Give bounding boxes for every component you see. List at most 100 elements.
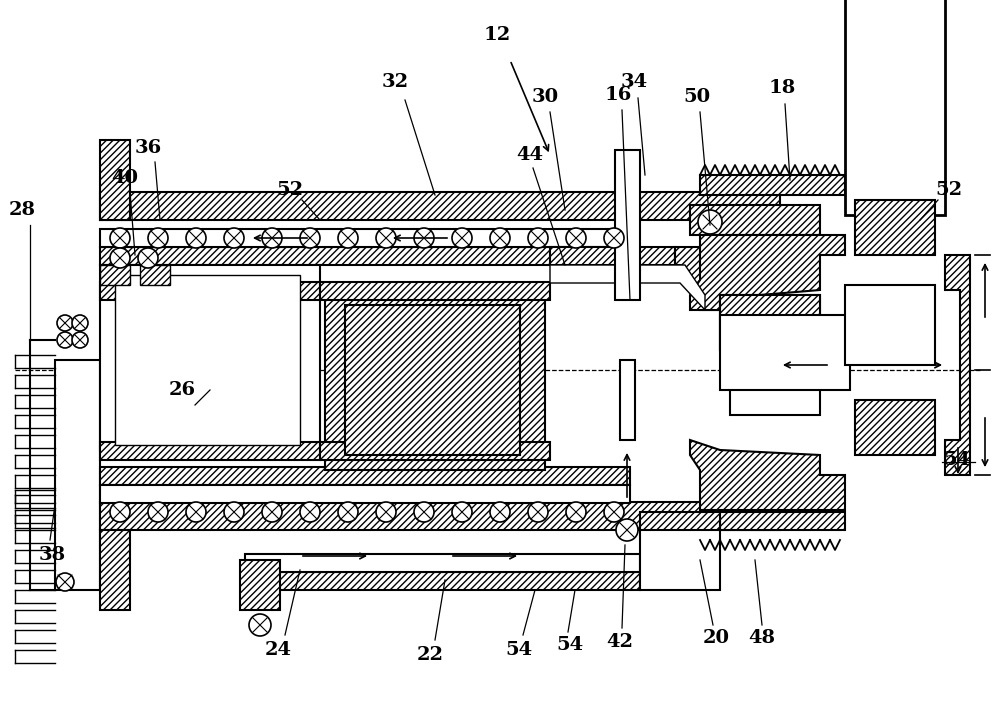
Circle shape	[414, 228, 434, 248]
Bar	[100, 265, 320, 450]
Bar	[100, 467, 630, 485]
Text: 36: 36	[134, 139, 162, 157]
Bar	[245, 572, 640, 590]
Circle shape	[57, 332, 73, 348]
Circle shape	[186, 502, 206, 522]
Circle shape	[452, 502, 472, 522]
Text: 18: 18	[768, 79, 796, 97]
Circle shape	[604, 502, 624, 522]
Circle shape	[72, 332, 88, 348]
Text: 54: 54	[943, 451, 971, 469]
Text: 40: 40	[112, 169, 138, 187]
Bar	[100, 502, 780, 530]
Circle shape	[338, 502, 358, 522]
Text: 38: 38	[38, 546, 66, 564]
Bar	[100, 485, 630, 503]
Circle shape	[528, 502, 548, 522]
Circle shape	[604, 228, 624, 248]
Circle shape	[300, 228, 320, 248]
Circle shape	[148, 502, 168, 522]
Text: 32: 32	[381, 73, 409, 91]
Bar	[620, 360, 635, 440]
Bar	[240, 560, 280, 610]
Bar	[115, 275, 300, 445]
Circle shape	[490, 502, 510, 522]
Bar	[100, 247, 630, 265]
Text: 44: 44	[516, 146, 544, 164]
Circle shape	[414, 502, 434, 522]
Polygon shape	[690, 440, 845, 510]
Text: 20: 20	[702, 629, 730, 647]
Bar	[100, 530, 130, 610]
Bar	[345, 305, 520, 455]
Circle shape	[148, 228, 168, 248]
Circle shape	[110, 228, 130, 248]
Bar	[690, 205, 820, 235]
Text: 34: 34	[620, 73, 648, 91]
Circle shape	[528, 228, 548, 248]
Text: 28: 28	[8, 201, 36, 219]
Text: 26: 26	[168, 381, 196, 399]
Bar	[55, 360, 100, 590]
Circle shape	[56, 573, 74, 591]
Text: 12: 12	[483, 26, 511, 44]
Circle shape	[490, 228, 510, 248]
Bar	[700, 175, 845, 195]
Bar	[700, 512, 845, 530]
Circle shape	[138, 248, 158, 268]
Circle shape	[566, 502, 586, 522]
Circle shape	[186, 228, 206, 248]
Bar	[730, 375, 820, 415]
Bar	[325, 285, 545, 470]
Polygon shape	[690, 235, 845, 310]
Circle shape	[110, 502, 130, 522]
Bar	[720, 315, 850, 390]
Bar	[320, 282, 550, 300]
Bar	[550, 247, 675, 265]
Bar	[640, 512, 720, 530]
Text: 48: 48	[748, 629, 776, 647]
Bar	[720, 295, 820, 350]
Text: 16: 16	[604, 86, 632, 104]
Circle shape	[300, 502, 320, 522]
Bar	[320, 442, 550, 460]
Bar	[845, 0, 945, 215]
Text: 52: 52	[276, 181, 304, 199]
Circle shape	[452, 228, 472, 248]
Bar	[100, 192, 780, 220]
Circle shape	[57, 315, 73, 331]
Text: 54: 54	[556, 636, 584, 654]
Bar	[845, 285, 935, 365]
Bar	[100, 229, 630, 247]
Circle shape	[72, 315, 88, 331]
Bar	[640, 520, 720, 590]
Bar	[100, 265, 130, 285]
Text: 50: 50	[683, 88, 711, 106]
Circle shape	[616, 519, 638, 541]
Circle shape	[249, 614, 271, 636]
Circle shape	[110, 248, 130, 268]
Bar	[855, 400, 935, 455]
Circle shape	[224, 228, 244, 248]
Circle shape	[262, 502, 282, 522]
Polygon shape	[550, 265, 705, 310]
Circle shape	[376, 502, 396, 522]
Text: 42: 42	[606, 633, 634, 651]
Text: 22: 22	[416, 646, 444, 664]
Bar	[720, 295, 820, 350]
Bar	[855, 200, 935, 255]
Text: 24: 24	[264, 641, 292, 659]
Bar	[100, 140, 130, 220]
Bar	[140, 265, 170, 285]
Circle shape	[338, 228, 358, 248]
Bar	[100, 442, 320, 460]
Bar	[245, 554, 640, 572]
Polygon shape	[945, 255, 970, 475]
Circle shape	[224, 502, 244, 522]
Polygon shape	[675, 247, 720, 310]
Text: 30: 30	[531, 88, 559, 106]
Circle shape	[376, 228, 396, 248]
Circle shape	[698, 210, 722, 234]
Circle shape	[262, 228, 282, 248]
Text: 52: 52	[935, 181, 963, 199]
